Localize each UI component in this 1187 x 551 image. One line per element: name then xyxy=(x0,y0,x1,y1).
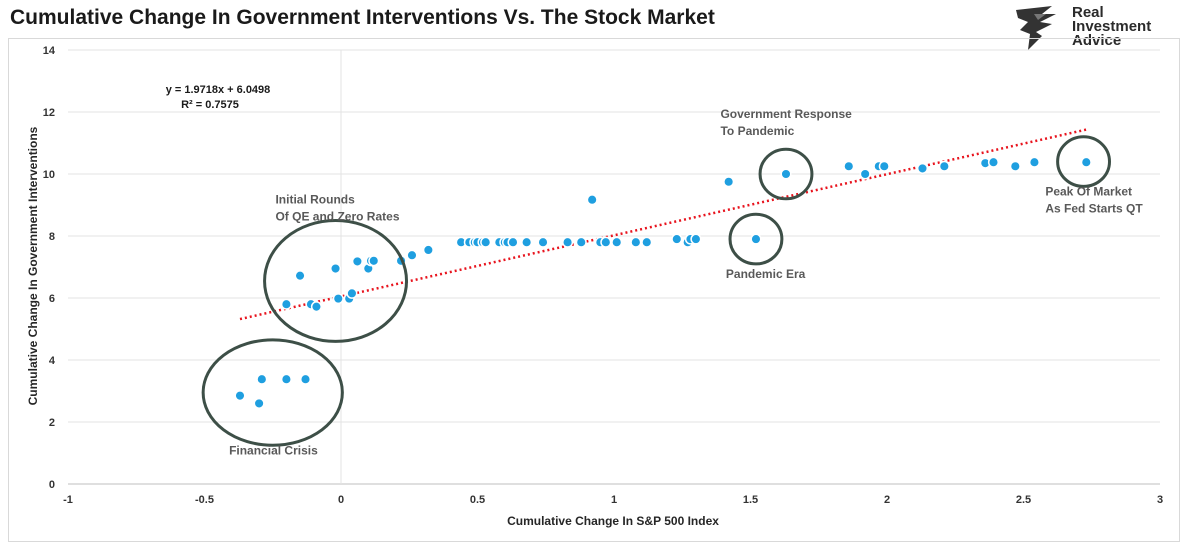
data-point xyxy=(507,236,519,248)
trendline-r-squared: R² = 0.7575 xyxy=(181,99,239,111)
annotations: Financial Crisis Initial Rounds Of QE and … xyxy=(229,107,1143,457)
highlight-circle xyxy=(728,212,784,266)
data-point xyxy=(878,160,890,172)
data-point xyxy=(1028,156,1040,168)
annotation-label: Initial Rounds Of QE and Zero Rates xyxy=(275,192,399,223)
highlight-circles xyxy=(201,135,1111,447)
logo-text-real: Real xyxy=(1072,4,1104,21)
data-point xyxy=(859,168,871,180)
data-point xyxy=(671,233,683,245)
brand-logo: Real Investment Advice xyxy=(1012,4,1182,52)
annotation-label: Pandemic Era xyxy=(726,267,806,281)
y-tick-label: 6 xyxy=(49,293,55,305)
data-point xyxy=(280,298,292,310)
data-points xyxy=(234,156,1092,409)
data-point xyxy=(351,255,363,267)
y-tick-label: 4 xyxy=(49,355,56,367)
data-point xyxy=(690,233,702,245)
eagle-icon xyxy=(1016,6,1056,50)
data-point xyxy=(521,236,533,248)
data-point xyxy=(843,160,855,172)
data-point xyxy=(586,194,598,206)
data-point xyxy=(234,390,246,402)
x-tick-label: 0.5 xyxy=(470,494,485,506)
data-point xyxy=(299,373,312,385)
data-point xyxy=(310,301,322,313)
logo-text-advice: Advice xyxy=(1072,32,1122,49)
data-point xyxy=(780,168,792,180)
annotation-label: Government Response To Pandemic xyxy=(720,107,852,138)
data-point xyxy=(422,244,434,256)
x-tick-label: 2 xyxy=(884,494,890,506)
x-tick-label: 2.5 xyxy=(1016,494,1031,506)
chart-title: Cumulative Change In Government Interven… xyxy=(10,6,715,29)
highlight-circle xyxy=(263,219,409,343)
annotation-label: Financial Crisis xyxy=(229,444,318,458)
trendline-equation: y = 1.9718x + 6.0498 xyxy=(166,84,271,96)
highlight-circle xyxy=(201,338,344,447)
data-point xyxy=(1009,160,1021,172)
data-point xyxy=(368,255,380,267)
data-point xyxy=(256,373,268,385)
data-point xyxy=(562,236,574,248)
x-tick-label: -1 xyxy=(63,494,73,506)
data-point xyxy=(575,236,587,248)
data-point xyxy=(480,236,492,248)
x-tick-label: 1.5 xyxy=(743,494,758,506)
y-tick-label: 0 xyxy=(49,479,55,491)
y-tick-label: 10 xyxy=(43,169,55,181)
data-point xyxy=(406,249,418,261)
data-point xyxy=(346,287,358,299)
axis-ticks: 0 2 4 6 8 10 12 14 -1 -0.5 0 0.5 1 1.5 2 2.5 3 xyxy=(43,45,1163,506)
highlight-circle xyxy=(758,147,814,201)
logo-text-investment: Investment xyxy=(1072,18,1152,35)
y-tick-label: 14 xyxy=(43,45,56,57)
data-point xyxy=(294,270,306,282)
data-point xyxy=(938,160,950,172)
trendline-layer xyxy=(239,128,1087,321)
data-point xyxy=(280,373,292,385)
data-point xyxy=(641,236,653,248)
data-point xyxy=(723,176,735,188)
gridlines xyxy=(68,49,1160,485)
data-point xyxy=(329,263,342,275)
data-point xyxy=(611,236,623,248)
data-point xyxy=(253,397,265,409)
trendline xyxy=(239,128,1087,321)
x-tick-label: -0.5 xyxy=(195,494,214,506)
x-axis-label: Cumulative Change In S&P 500 Index xyxy=(507,514,719,528)
y-axis-label: Cumulative Change In Government Interven… xyxy=(26,126,40,405)
x-tick-label: 0 xyxy=(338,494,344,506)
highlight-circle xyxy=(1056,135,1111,188)
data-point xyxy=(750,233,762,245)
data-point xyxy=(1080,156,1092,168)
annotation-label: Peak Of Market As Fed Starts QT xyxy=(1045,185,1143,216)
data-point xyxy=(630,236,642,248)
data-point xyxy=(332,293,344,305)
x-tick-label: 1 xyxy=(611,494,617,506)
y-tick-label: 12 xyxy=(43,107,55,119)
data-point xyxy=(987,156,1000,168)
y-tick-label: 8 xyxy=(49,231,55,243)
data-point xyxy=(600,236,612,248)
chart-area xyxy=(8,38,1180,542)
x-tick-label: 3 xyxy=(1157,494,1163,506)
data-point xyxy=(916,162,929,174)
y-tick-label: 2 xyxy=(49,417,55,429)
data-point xyxy=(537,236,549,248)
